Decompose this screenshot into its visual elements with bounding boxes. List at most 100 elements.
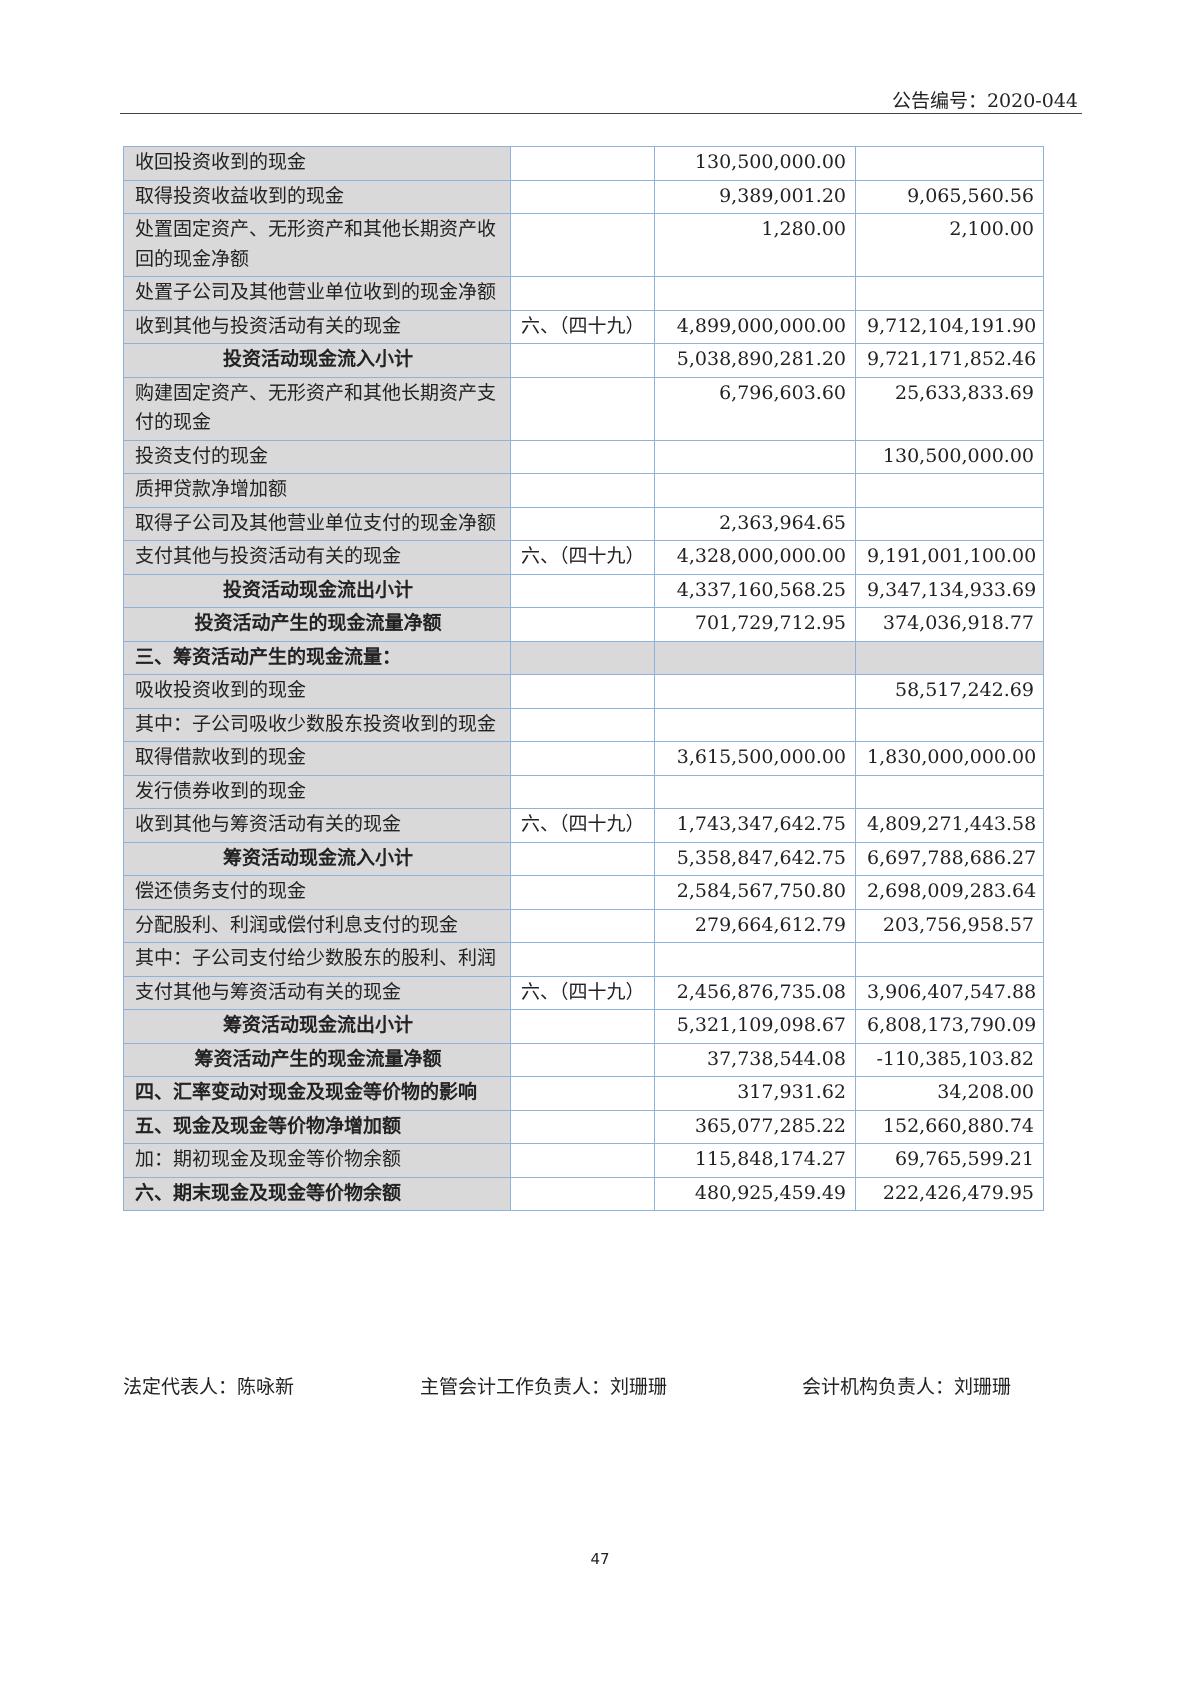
table-row: 分配股利、利润或偿付利息支付的现金 279,664,612.79 203,756,9… (123, 908, 1044, 943)
prior-period-amount: -110,385,103.82 (855, 1042, 1044, 1077)
row-note (510, 707, 655, 742)
row-note (510, 1109, 655, 1144)
table-row: 筹资活动现金流入小计 5,358,847,642.75 6,697,788,686.… (123, 841, 1044, 876)
table-row: 三、筹资活动产生的现金流量： (123, 640, 1044, 675)
row-note (510, 473, 655, 508)
table-row: 投资活动产生的现金流量净额 701,729,712.95 374,036,918.7… (123, 607, 1044, 642)
accounting-head: 主管会计工作负责人：刘珊珊 (420, 1376, 668, 1398)
current-period-amount: 4,899,000,000.00 (654, 309, 856, 344)
table-row: 投资活动现金流出小计 4,337,160,568.25 9,347,134,933.… (123, 573, 1044, 608)
row-label: 投资活动产生的现金流量净额 (123, 607, 511, 642)
row-label: 分配股利、利润或偿付利息支付的现金 (123, 908, 511, 943)
table-row: 处置固定资产、无形资产和其他长期资产收回的现金净额 1,280.00 2,100.0… (123, 213, 1044, 277)
row-note (510, 213, 655, 277)
table-row: 收到其他与筹资活动有关的现金 六、（四十九） 1,743,347,642.75 4,8… (123, 808, 1044, 843)
table-row: 处置子公司及其他营业单位收到的现金净额 (123, 276, 1044, 311)
row-note (510, 1176, 655, 1211)
row-label: 处置子公司及其他营业单位收到的现金净额 (123, 276, 511, 311)
prior-period-amount: 6,697,788,686.27 (855, 841, 1044, 876)
table-row: 筹资活动产生的现金流量净额 37,738,544.08 -110,385,103.8… (123, 1042, 1044, 1077)
row-label: 取得子公司及其他营业单位支付的现金净额 (123, 506, 511, 541)
row-note (510, 1076, 655, 1111)
prior-period-amount: 2,100.00 (855, 213, 1044, 277)
row-note (510, 376, 655, 441)
row-label: 投资活动现金流入小计 (123, 343, 511, 378)
row-note (510, 774, 655, 809)
table-row: 支付其他与筹资活动有关的现金 六、（四十九） 2,456,876,735.08 3,9… (123, 975, 1044, 1010)
row-label: 收到其他与投资活动有关的现金 (123, 309, 511, 344)
current-period-amount (654, 439, 856, 474)
row-note (510, 1009, 655, 1044)
table-row: 购建固定资产、无形资产和其他长期资产支付的现金 6,796,603.60 25,63… (123, 376, 1044, 441)
row-note (510, 146, 655, 181)
prior-period-amount (855, 774, 1044, 809)
prior-period-amount: 130,500,000.00 (855, 439, 1044, 474)
prior-period-amount: 4,809,271,443.58 (855, 808, 1044, 843)
current-period-amount (654, 640, 856, 675)
current-period-amount: 365,077,285.22 (654, 1109, 856, 1144)
row-note (510, 1042, 655, 1077)
prior-period-amount: 69,765,599.21 (855, 1143, 1044, 1178)
current-period-amount: 5,038,890,281.20 (654, 343, 856, 378)
row-label: 筹资活动产生的现金流量净额 (123, 1042, 511, 1077)
prior-period-amount: 222,426,479.95 (855, 1176, 1044, 1211)
table-row: 四、汇率变动对现金及现金等价物的影响 317,931.62 34,208.00 (123, 1076, 1044, 1111)
table-row: 发行债券收到的现金 (123, 774, 1044, 809)
prior-period-amount (855, 640, 1044, 675)
current-period-amount: 4,328,000,000.00 (654, 540, 856, 575)
table-row: 吸收投资收到的现金 58,517,242.69 (123, 674, 1044, 709)
row-note (510, 841, 655, 876)
table-row: 取得借款收到的现金 3,615,500,000.00 1,830,000,000.0… (123, 741, 1044, 776)
row-label: 加：期初现金及现金等价物余额 (123, 1143, 511, 1178)
accounting-dept-head: 会计机构负责人：刘珊珊 (802, 1376, 1012, 1398)
announcement-number: 公告编号：2020-044 (891, 90, 1078, 112)
row-note: 六、（四十九） (510, 309, 655, 344)
current-period-amount: 701,729,712.95 (654, 607, 856, 642)
prior-period-amount: 9,191,001,100.00 (855, 540, 1044, 575)
current-period-amount (654, 942, 856, 977)
cash-flow-table: 收回投资收到的现金 130,500,000.00 取得投资收益收到的现金 9,389,… (123, 146, 1044, 1211)
row-note (510, 640, 655, 675)
table-row: 收到其他与投资活动有关的现金 六、（四十九） 4,899,000,000.00 9,7… (123, 309, 1044, 344)
row-note: 六、（四十九） (510, 540, 655, 575)
row-note: 六、（四十九） (510, 808, 655, 843)
table-row: 偿还债务支付的现金 2,584,567,750.80 2,698,009,283.6… (123, 875, 1044, 910)
current-period-amount: 9,389,001.20 (654, 179, 856, 214)
row-label: 五、现金及现金等价物净增加额 (123, 1109, 511, 1144)
table-row: 五、现金及现金等价物净增加额 365,077,285.22 152,660,880.… (123, 1109, 1044, 1144)
prior-period-amount (855, 473, 1044, 508)
current-period-amount: 279,664,612.79 (654, 908, 856, 943)
current-period-amount: 130,500,000.00 (654, 146, 856, 181)
prior-period-amount: 6,808,173,790.09 (855, 1009, 1044, 1044)
current-period-amount (654, 774, 856, 809)
current-period-amount: 115,848,174.27 (654, 1143, 856, 1178)
current-period-amount: 1,743,347,642.75 (654, 808, 856, 843)
row-note (510, 343, 655, 378)
row-label: 其中：子公司吸收少数股东投资收到的现金 (123, 707, 511, 742)
row-note (510, 573, 655, 608)
row-label: 处置固定资产、无形资产和其他长期资产收回的现金净额 (123, 213, 511, 277)
prior-period-amount (855, 506, 1044, 541)
row-label: 质押贷款净增加额 (123, 473, 511, 508)
row-label: 三、筹资活动产生的现金流量： (123, 640, 511, 675)
row-label: 其中：子公司支付给少数股东的股利、利润 (123, 942, 511, 977)
row-note (510, 506, 655, 541)
row-label: 四、汇率变动对现金及现金等价物的影响 (123, 1076, 511, 1111)
current-period-amount (654, 276, 856, 311)
prior-period-amount: 1,830,000,000.00 (855, 741, 1044, 776)
current-period-amount (654, 473, 856, 508)
current-period-amount (654, 707, 856, 742)
table-row: 其中：子公司支付给少数股东的股利、利润 (123, 942, 1044, 977)
row-note (510, 908, 655, 943)
prior-period-amount (855, 707, 1044, 742)
prior-period-amount: 25,633,833.69 (855, 376, 1044, 441)
table-row: 质押贷款净增加额 (123, 473, 1044, 508)
prior-period-amount (855, 276, 1044, 311)
prior-period-amount (855, 942, 1044, 977)
row-note (510, 276, 655, 311)
row-label: 支付其他与投资活动有关的现金 (123, 540, 511, 575)
prior-period-amount: 2,698,009,283.64 (855, 875, 1044, 910)
row-label: 收回投资收到的现金 (123, 146, 511, 181)
table-row: 投资活动现金流入小计 5,038,890,281.20 9,721,171,852.… (123, 343, 1044, 378)
table-row: 取得子公司及其他营业单位支付的现金净额 2,363,964.65 (123, 506, 1044, 541)
